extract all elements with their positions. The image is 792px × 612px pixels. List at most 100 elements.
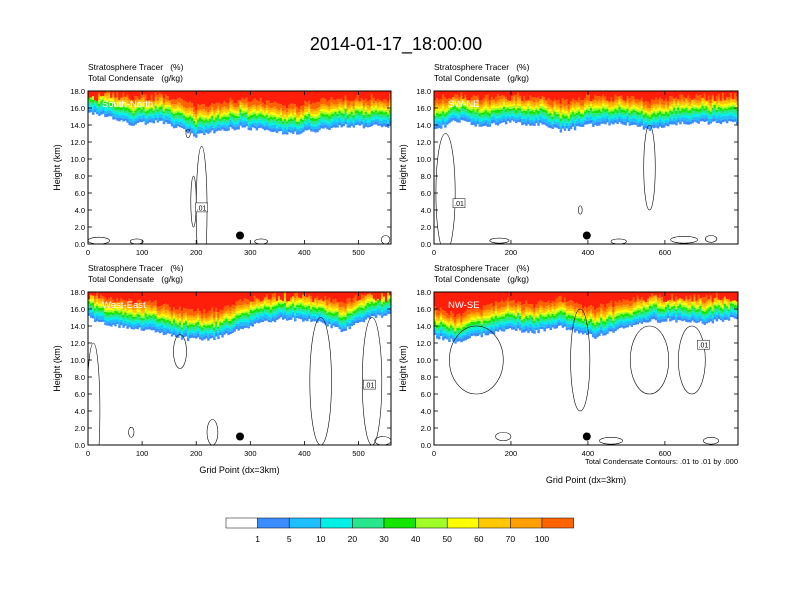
tracer-cell bbox=[261, 91, 265, 103]
tracer-cell bbox=[140, 325, 143, 329]
tracer-cell bbox=[225, 115, 228, 118]
tracer-cell bbox=[223, 292, 226, 307]
tracer-cell bbox=[506, 113, 510, 116]
tracer-cell bbox=[604, 109, 607, 113]
tracer-cell bbox=[130, 312, 133, 315]
tracer-cell bbox=[178, 111, 182, 113]
tracer-cell bbox=[348, 118, 351, 123]
tracer-cell bbox=[184, 113, 188, 116]
tracer-cell bbox=[316, 123, 319, 126]
tracer-cell bbox=[446, 112, 449, 115]
tracer-cell bbox=[669, 108, 672, 111]
tracer-cell bbox=[132, 115, 135, 118]
tracer-cell bbox=[658, 104, 662, 108]
tracer-cell bbox=[549, 118, 552, 122]
tracer-cell bbox=[269, 116, 273, 120]
tracer-cell bbox=[350, 107, 354, 110]
tracer-cell bbox=[537, 104, 540, 108]
tracer-cell bbox=[498, 99, 502, 103]
tracer-cell bbox=[229, 91, 232, 95]
tracer-cell bbox=[366, 108, 370, 112]
tracer-cell bbox=[569, 111, 573, 115]
tracer-cell bbox=[559, 91, 563, 97]
tracer-cell bbox=[205, 330, 208, 333]
tracer-cell bbox=[102, 299, 105, 303]
tracer-cell bbox=[199, 326, 202, 328]
tracer-cell bbox=[695, 106, 698, 109]
tracer-cell bbox=[579, 105, 583, 108]
tracer-cell bbox=[201, 313, 204, 319]
tracer-cell bbox=[571, 91, 575, 93]
tracer-cell bbox=[665, 110, 668, 112]
tracer-cell bbox=[555, 91, 559, 101]
tracer-cell bbox=[314, 126, 317, 129]
tracer-cell bbox=[221, 327, 224, 332]
tracer-cell bbox=[358, 112, 362, 116]
tracer-cell bbox=[156, 317, 160, 320]
tracer-cell bbox=[160, 320, 164, 323]
tracer-cell bbox=[521, 106, 524, 109]
tracer-cell bbox=[186, 91, 190, 94]
tracer-cell bbox=[126, 91, 129, 95]
tracer-cell bbox=[612, 114, 615, 117]
tracer-cell bbox=[158, 100, 162, 104]
tracer-cell bbox=[215, 324, 218, 328]
tracer-cell bbox=[644, 91, 648, 98]
tracer-cell bbox=[150, 323, 154, 328]
tracer-cell bbox=[470, 91, 473, 97]
tracer-cell bbox=[184, 323, 188, 328]
tracer-cell bbox=[298, 316, 301, 319]
tracer-cell bbox=[182, 113, 186, 116]
tracer-cell bbox=[703, 108, 706, 111]
tracer-cell bbox=[573, 126, 577, 131]
tracer-cell bbox=[152, 108, 156, 111]
tracer-cell bbox=[525, 122, 528, 126]
tracer-cell bbox=[715, 120, 719, 124]
tracer-cell bbox=[356, 103, 360, 107]
tracer-cell bbox=[667, 116, 670, 119]
tracer-cell bbox=[596, 122, 599, 126]
tracer-cell bbox=[577, 111, 581, 115]
tracer-cell bbox=[261, 112, 265, 115]
tracer-cell bbox=[717, 119, 721, 123]
tracer-cell bbox=[120, 103, 123, 106]
tracer-cell bbox=[263, 110, 267, 113]
tracer-cell bbox=[215, 111, 218, 114]
tracer-cell bbox=[174, 104, 178, 107]
tracer-cell bbox=[182, 123, 186, 127]
tracer-cell bbox=[211, 103, 214, 107]
tracer-cell bbox=[304, 311, 307, 315]
tracer-cell bbox=[458, 117, 461, 121]
tracer-cell bbox=[174, 115, 178, 119]
tracer-cell bbox=[380, 109, 384, 112]
tracer-cell bbox=[203, 109, 206, 113]
tracer-cell bbox=[600, 111, 603, 114]
tracer-cell bbox=[348, 107, 351, 110]
tracer-cell bbox=[134, 316, 137, 319]
tracer-cell bbox=[436, 121, 439, 125]
tracer-cell bbox=[306, 318, 309, 322]
tracer-cell bbox=[92, 292, 95, 296]
tracer-cell bbox=[237, 311, 240, 314]
tracer-cell bbox=[699, 116, 702, 119]
tracer-cell bbox=[195, 91, 198, 111]
tracer-cell bbox=[162, 331, 166, 336]
tracer-cell bbox=[160, 100, 164, 104]
tracer-cell bbox=[697, 114, 700, 118]
tracer-cell bbox=[555, 122, 559, 125]
tracer-cell bbox=[180, 109, 184, 112]
tracer-cell bbox=[612, 121, 615, 125]
tracer-cell bbox=[579, 116, 583, 120]
tracer-cell bbox=[281, 111, 285, 115]
tracer-cell bbox=[106, 297, 109, 303]
tracer-cell bbox=[614, 102, 617, 106]
tracer-cell bbox=[199, 323, 202, 327]
tracer-cell bbox=[229, 316, 232, 320]
tracer-cell bbox=[174, 309, 178, 314]
tracer-cell bbox=[273, 101, 277, 107]
tracer-cell bbox=[374, 121, 378, 125]
tracer-cell bbox=[370, 110, 374, 114]
tracer-cell bbox=[719, 106, 723, 108]
tracer-cell bbox=[508, 119, 512, 123]
tracer-cell bbox=[98, 91, 101, 95]
